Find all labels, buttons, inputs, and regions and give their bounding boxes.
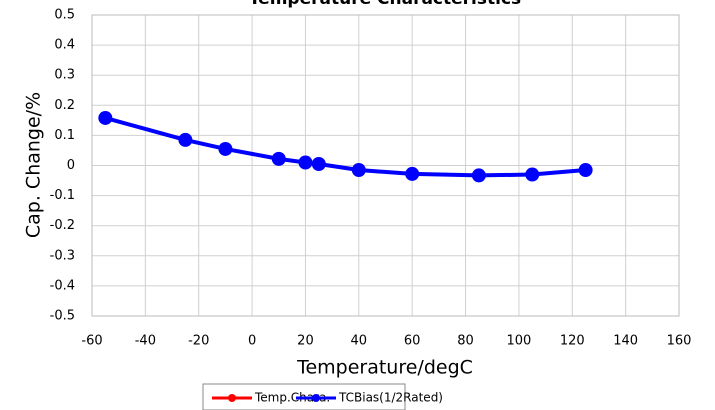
- x-tick-label: -20: [188, 334, 209, 349]
- x-tick-label: -60: [81, 334, 102, 349]
- data-point: [578, 163, 593, 178]
- y-axis-label: Cap. Change/%: [23, 92, 45, 238]
- y-tick-label: 0: [67, 158, 75, 173]
- x-tick-label: 100: [506, 334, 531, 349]
- legend-marker: [228, 394, 236, 402]
- x-tick-label: 120: [560, 334, 585, 349]
- data-point: [525, 167, 540, 182]
- data-point: [271, 151, 286, 166]
- y-tick-label: -0.2: [50, 218, 75, 233]
- data-point: [471, 168, 486, 183]
- y-tick-label: -0.5: [50, 309, 75, 324]
- plot-border: [91, 14, 680, 317]
- y-tick-label: 0.2: [54, 98, 75, 113]
- data-point: [98, 110, 113, 125]
- data-point: [311, 156, 326, 171]
- legend-marker: [312, 394, 320, 402]
- x-tick-label: 60: [404, 334, 421, 349]
- y-tick-label: 0.5: [54, 8, 75, 23]
- y-tick-label: 0.1: [54, 128, 75, 143]
- data-point: [218, 141, 233, 156]
- x-tick-label: 80: [457, 334, 474, 349]
- legend-label: TCBias(1/2Rated): [338, 391, 443, 405]
- data-point: [178, 132, 193, 147]
- y-tick-label: -0.3: [50, 248, 75, 263]
- x-tick-label: 0: [248, 334, 256, 349]
- chart-title: Temperature Characteristics: [249, 0, 521, 9]
- x-tick-label: 160: [667, 334, 692, 349]
- data-point: [405, 166, 420, 181]
- y-tick-label: 0.4: [54, 38, 75, 53]
- y-tick-label: -0.4: [50, 278, 75, 293]
- x-axis-label: Temperature/degC: [296, 357, 473, 379]
- x-tick-label: -40: [135, 334, 156, 349]
- legend-label: Temp.Chara.: [254, 391, 330, 405]
- x-tick-label: 140: [613, 334, 638, 349]
- x-tick-label: 20: [297, 334, 314, 349]
- legend: Temp.Chara. TCBias(1/2Rated): [202, 383, 443, 410]
- data-point: [351, 163, 366, 178]
- data-point: [298, 155, 313, 170]
- y-tick-label: 0.3: [54, 68, 75, 83]
- x-tick-label: 40: [351, 334, 368, 349]
- y-tick-label: -0.1: [50, 188, 75, 203]
